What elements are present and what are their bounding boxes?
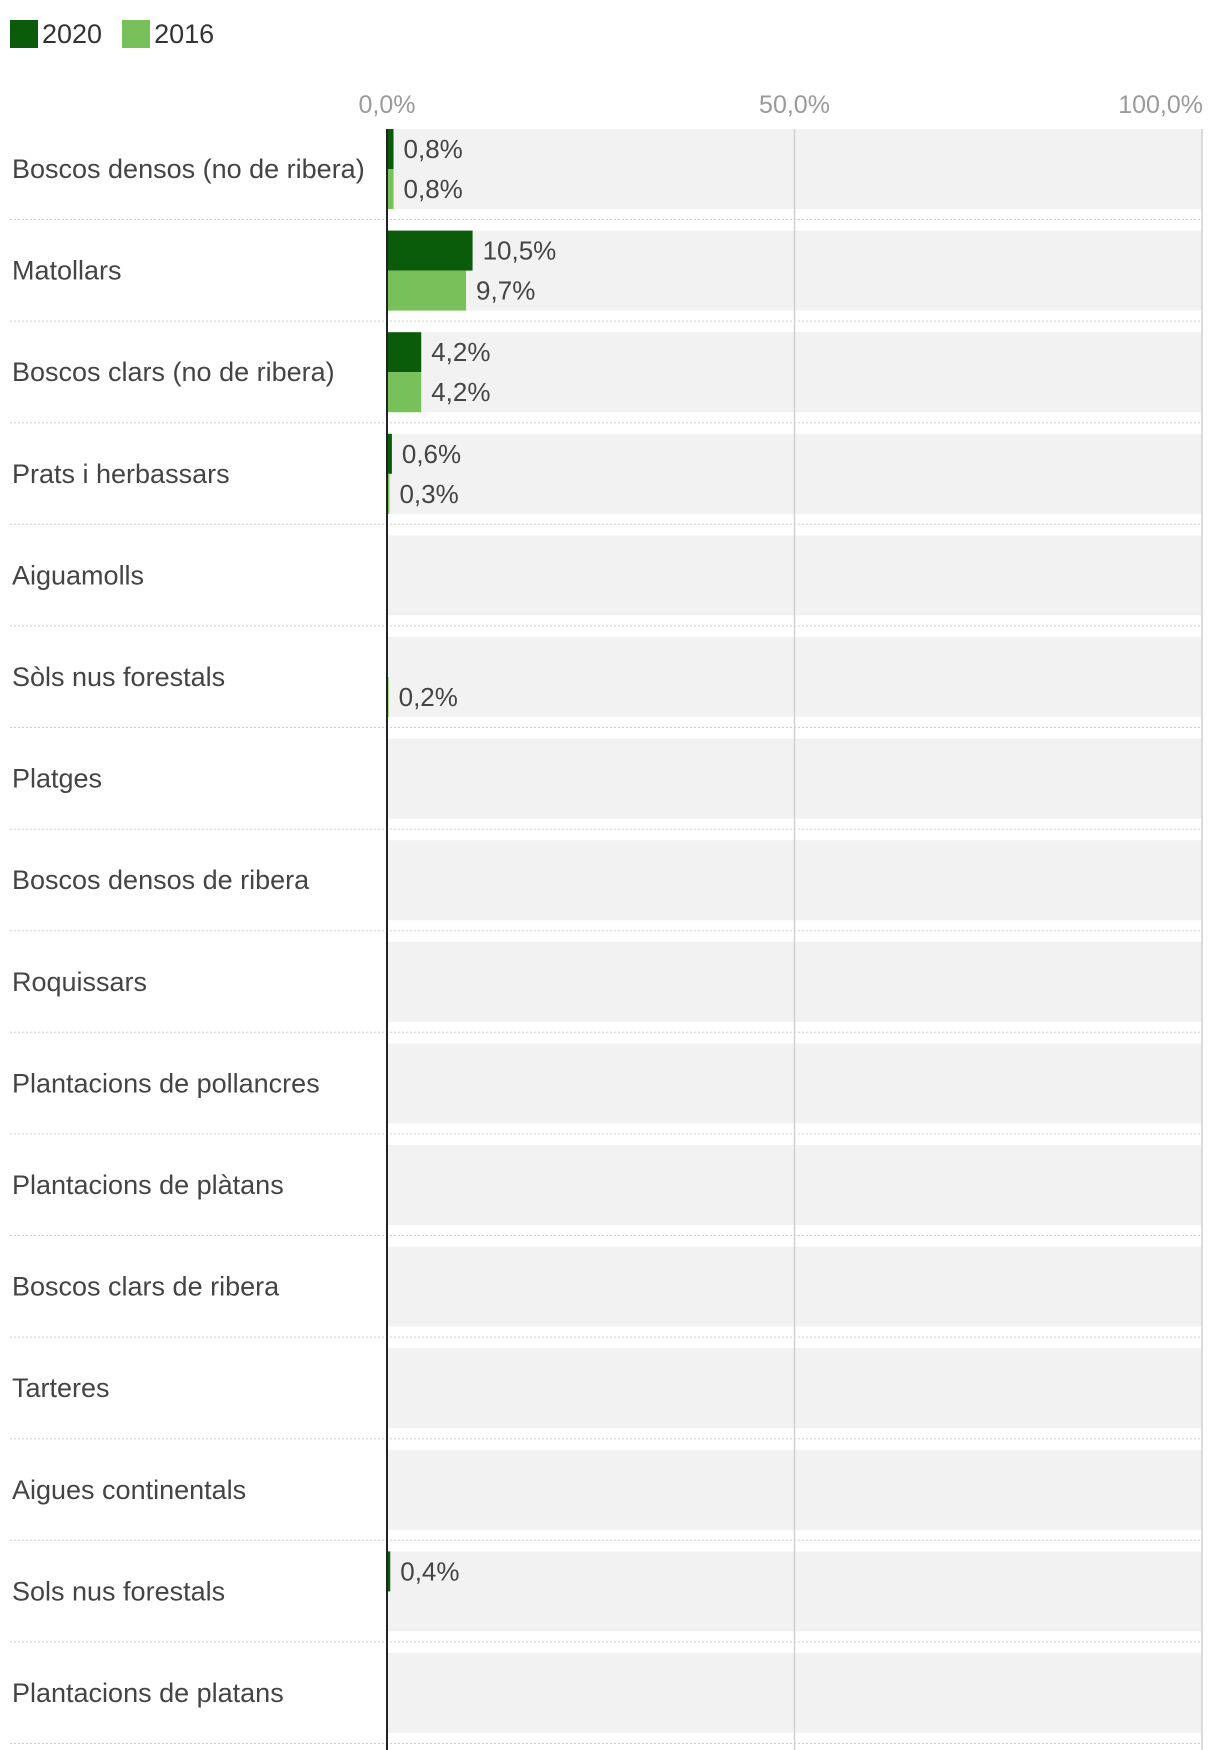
- bar-2020-sols-nus-forestals: [387, 1551, 391, 1592]
- bar-2016-prats-i-herbassars: [387, 473, 390, 514]
- category-label-plantacions-de-platans: Plantacions de plàtans: [12, 1170, 284, 1200]
- data-label-2016: 0,2%: [399, 682, 458, 712]
- bar-2020-boscos-clars-no-de-ribera: [387, 332, 422, 373]
- legend-label-2020: 2020: [42, 18, 103, 49]
- category-label-roquissars: Roquissars: [12, 967, 147, 997]
- bar-2020-prats-i-herbassars: [387, 433, 392, 474]
- category-label-aiguamolls: Aiguamolls: [12, 560, 144, 590]
- bar-2020-matollars: [387, 230, 473, 271]
- legend-item-2020: 2020: [10, 19, 102, 50]
- bar-2016-boscos-clars-no-de-ribera: [387, 372, 422, 413]
- category-label-platges: Platges: [12, 764, 102, 794]
- category-label-prats-i-herbassars: Prats i herbassars: [12, 459, 230, 489]
- tick-label: 50,0%: [759, 91, 830, 119]
- legend-item-2016: 2016: [122, 19, 214, 50]
- data-label-2020: 0,4%: [400, 1556, 459, 1586]
- legend-swatch-2020: [10, 20, 38, 48]
- tick-label: 0,0%: [359, 91, 416, 119]
- category-label-boscos-densos-no-de-ribera: Boscos densos (no de ribera): [12, 154, 365, 184]
- data-label-2020: 4,2%: [431, 337, 490, 367]
- category-label-tarteres: Tarteres: [12, 1373, 110, 1403]
- category-label-aigues-continentals: Aigues continentals: [12, 1475, 246, 1505]
- category-label-boscos-clars-de-ribera: Boscos clars de ribera: [12, 1272, 280, 1302]
- data-label-2016: 4,2%: [431, 377, 490, 407]
- tick-label: 100,0%: [1118, 91, 1203, 119]
- data-label-2020: 0,6%: [402, 439, 461, 469]
- legend-swatch-2016: [122, 20, 151, 48]
- data-label-2020: 10,5%: [483, 236, 557, 266]
- legend-label-2016: 2016: [154, 18, 215, 49]
- category-label-sols-nus-forestals: Sòls nus forestals: [12, 662, 225, 692]
- category-label-plantacions-de-platans: Plantacions de platans: [12, 1678, 284, 1708]
- data-label-2016: 9,7%: [476, 276, 535, 306]
- category-label-boscos-densos-de-ribera: Boscos densos de ribera: [12, 865, 310, 895]
- bar-2020-boscos-densos-no-de-ribera: [387, 129, 394, 169]
- data-label-2016: 0,8%: [404, 174, 463, 204]
- category-label-plantacions-de-pollancres: Plantacions de pollancres: [12, 1068, 320, 1098]
- category-label-sols-nus-forestals: Sols nus forestals: [12, 1576, 225, 1606]
- bar-2016-boscos-densos-no-de-ribera: [387, 169, 394, 209]
- bar-2016-matollars: [387, 270, 467, 311]
- category-label-boscos-clars-no-de-ribera: Boscos clars (no de ribera): [12, 357, 335, 387]
- data-label-2016: 0,3%: [399, 479, 458, 509]
- data-label-2020: 0,8%: [404, 134, 463, 164]
- category-label-matollars: Matollars: [12, 256, 122, 286]
- legend: 2020 2016: [10, 14, 234, 54]
